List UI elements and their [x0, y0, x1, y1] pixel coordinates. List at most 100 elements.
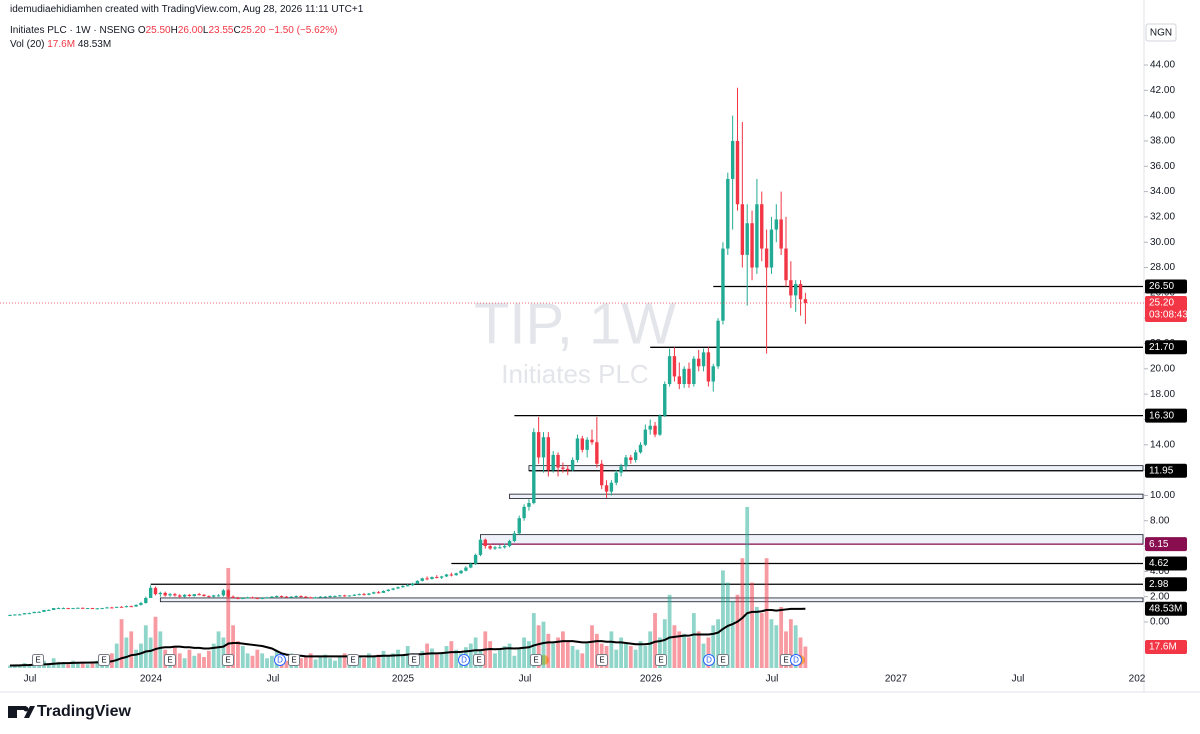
event-letter[interactable]: E [101, 656, 106, 665]
event-letter[interactable]: E [225, 656, 230, 665]
volume-bar [745, 506, 750, 668]
volume-bar [56, 661, 61, 668]
event-letter[interactable]: E [476, 656, 481, 665]
event-letter[interactable]: E [658, 656, 663, 665]
currency-button[interactable] [1145, 23, 1177, 42]
volume-bar [396, 649, 400, 668]
candle-body [585, 439, 589, 450]
volume-bar [638, 641, 643, 668]
candle-body [144, 597, 148, 604]
event-marker[interactable] [717, 654, 729, 666]
volume-bar [561, 631, 565, 668]
volume-bar [439, 652, 444, 668]
candle-body [66, 608, 70, 610]
volume-bar [430, 648, 434, 668]
candle-body [794, 284, 798, 296]
event-letter[interactable]: D [793, 656, 799, 665]
candle-body [90, 608, 95, 610]
volume-bar [517, 648, 522, 668]
event-marker[interactable] [347, 654, 359, 666]
volume-bar [27, 664, 32, 668]
volume-bar [609, 631, 614, 668]
vol-title: Vol (20) [10, 39, 45, 50]
event-marker[interactable] [530, 654, 542, 666]
currency[interactable]: NGN [1150, 28, 1172, 39]
volume-bar [473, 637, 478, 668]
x-tick-label: Jul [267, 674, 280, 685]
event-letter[interactable]: E [783, 656, 788, 665]
volume-bar [784, 631, 788, 668]
ohlc-key: C [233, 25, 241, 36]
candle-body [309, 597, 313, 599]
event-letter[interactable]: E [35, 656, 40, 665]
volume-bar [619, 637, 623, 668]
candle-body [221, 590, 226, 596]
candle-body [42, 609, 46, 612]
event-marker[interactable] [274, 654, 286, 666]
volume-bar [226, 567, 231, 668]
event-letter[interactable]: E [411, 656, 416, 665]
volume-bar [71, 660, 75, 668]
volume-bar [444, 646, 449, 668]
volume-bar [8, 665, 12, 668]
candle-body [158, 592, 163, 595]
volume-bar [129, 631, 134, 668]
candle-body [22, 613, 27, 615]
event-marker[interactable] [288, 654, 300, 666]
event-marker[interactable] [32, 654, 44, 666]
candle-body [376, 592, 381, 594]
event-marker[interactable] [98, 654, 110, 666]
event-letter[interactable]: E [720, 656, 725, 665]
event-marker[interactable] [596, 654, 608, 666]
event-letter[interactable]: E [167, 656, 172, 665]
candle-body [556, 454, 560, 468]
candle-body [226, 590, 230, 597]
event-letter[interactable]: D [461, 656, 467, 665]
candle-body [561, 467, 565, 469]
event-letter[interactable]: E [533, 656, 538, 665]
volume-bar [541, 621, 546, 668]
event-marker[interactable] [458, 654, 470, 666]
event-letter[interactable]: E [599, 656, 604, 665]
candle-body [566, 468, 570, 471]
event-marker[interactable] [473, 654, 485, 666]
volume-bar [17, 665, 22, 668]
candle-body [139, 603, 143, 605]
candle-body [299, 596, 303, 598]
volume-bar [779, 607, 784, 668]
candle-body [8, 615, 12, 617]
candle-body [216, 595, 221, 597]
price-badge [1145, 601, 1187, 616]
candle-body [265, 597, 269, 599]
volume-bar [420, 650, 425, 668]
price-badge [1145, 340, 1187, 355]
candle-body [803, 299, 808, 303]
event-letter[interactable]: E [291, 656, 296, 665]
candle-body [105, 607, 109, 609]
volume-bar [90, 663, 95, 668]
volume-bar [774, 625, 779, 668]
event-marker[interactable] [222, 654, 234, 666]
event-marker[interactable] [408, 654, 420, 666]
event-marker[interactable] [655, 654, 667, 666]
y-tick-label: 40.00 [1150, 110, 1175, 121]
candle-body [774, 219, 778, 230]
volume-bar [434, 654, 439, 668]
event-letter[interactable]: D [277, 656, 283, 665]
event-marker[interactable] [790, 654, 802, 666]
candle-body [207, 596, 211, 598]
event-marker[interactable] [703, 654, 715, 666]
event-marker[interactable] [164, 654, 176, 666]
price-badge [1145, 640, 1187, 654]
volume-bar [677, 631, 682, 668]
candle-body [61, 608, 66, 610]
volume-bar [614, 649, 619, 668]
event-letter[interactable]: D [706, 656, 712, 665]
volume-bar [798, 637, 803, 668]
candle-body [614, 472, 618, 483]
candle-body [362, 594, 366, 596]
event-letter[interactable]: E [350, 656, 355, 665]
volume-bar [570, 646, 575, 668]
candle-body [289, 596, 293, 598]
candle-body [604, 485, 609, 492]
